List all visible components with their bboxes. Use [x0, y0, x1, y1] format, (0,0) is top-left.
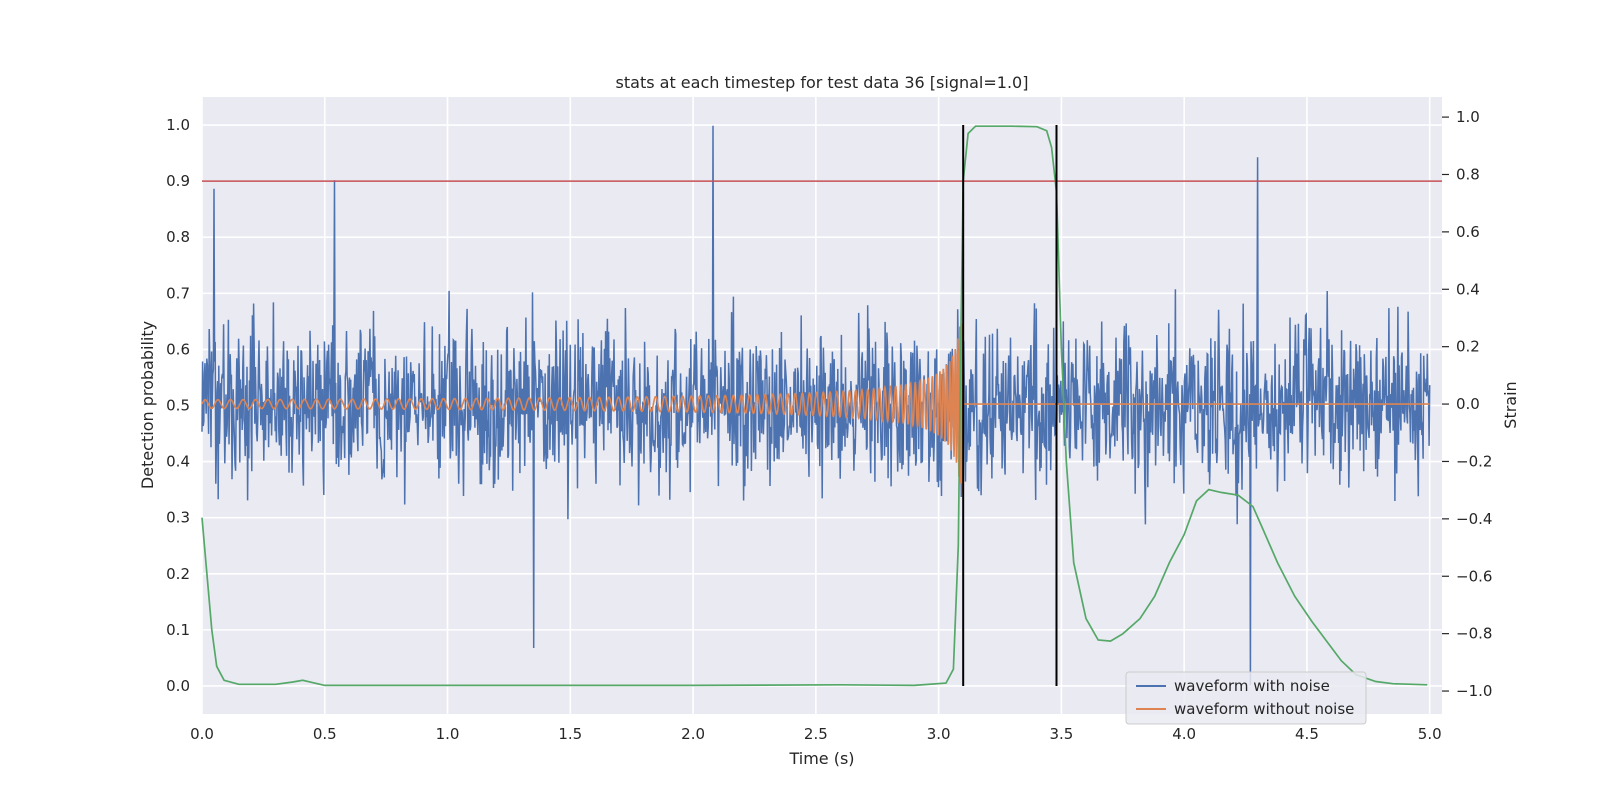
y-left-tick-label-8: 0.8 — [166, 228, 190, 246]
y-left-tick-label-5: 0.5 — [166, 397, 190, 415]
y-right-tick-label-3: −0.4 — [1456, 510, 1492, 528]
x-tick-label-4: 2.0 — [681, 725, 705, 743]
x-tick-label-2: 1.0 — [436, 725, 460, 743]
y-left-tick-label-6: 0.6 — [166, 340, 190, 358]
y-right-tick-label-5: 0.0 — [1456, 395, 1480, 413]
x-tick-label-3: 1.5 — [558, 725, 582, 743]
y-right-tick-label-1: −0.8 — [1456, 625, 1492, 643]
y-right-tick-label-10: 1.0 — [1456, 108, 1480, 126]
y-right-tick-label-8: 0.6 — [1456, 223, 1480, 241]
x-tick-label-10: 5.0 — [1418, 725, 1442, 743]
y-axis-label-left: Detection probability — [138, 321, 157, 489]
y-right-tick-label-9: 0.8 — [1456, 165, 1480, 183]
x-tick-label-7: 3.5 — [1049, 725, 1073, 743]
x-tick-label-8: 4.0 — [1172, 725, 1196, 743]
legend-label-waveform-without-noise: waveform without noise — [1174, 700, 1354, 718]
chart-title: stats at each timestep for test data 36 … — [616, 73, 1029, 92]
x-tick-label-6: 3.0 — [927, 725, 951, 743]
y-left-tick-label-4: 0.4 — [166, 453, 190, 471]
x-tick-label-1: 0.5 — [313, 725, 337, 743]
x-tick-label-0: 0.0 — [190, 725, 214, 743]
y-left-tick-label-10: 1.0 — [166, 116, 190, 134]
legend: waveform with noise waveform without noi… — [1125, 671, 1367, 725]
x-tick-label-5: 2.5 — [804, 725, 828, 743]
legend-label-waveform-with-noise: waveform with noise — [1174, 677, 1330, 695]
x-axis-label: Time (s) — [788, 749, 854, 768]
y-right-tick-label-0: −1.0 — [1456, 682, 1492, 700]
y-left-tick-label-2: 0.2 — [166, 565, 190, 583]
y-right-tick-label-4: −0.2 — [1456, 452, 1492, 470]
y-left-tick-label-7: 0.7 — [166, 284, 190, 302]
y-right-tick-label-7: 0.4 — [1456, 280, 1480, 298]
x-tick-label-9: 4.5 — [1295, 725, 1319, 743]
y-left-tick-label-0: 0.0 — [166, 677, 190, 695]
series-waveform-without-noise — [201, 323, 1430, 494]
y-left-tick-label-1: 0.1 — [166, 621, 190, 639]
y-right-tick-label-6: 0.2 — [1456, 338, 1480, 356]
y-right-tick-label-2: −0.6 — [1456, 567, 1492, 585]
y-axis-label-right: Strain — [1501, 381, 1520, 428]
markers-layer — [202, 125, 1442, 686]
legend-box — [1125, 671, 1367, 725]
series-waveform-with-noise — [201, 125, 1431, 686]
axes-layer: 0.0 0.5 1.0 1.5 2.0 2.5 3.0 3.5 4.0 4.5 5.0 0.0 0.1 0… — [166, 108, 1492, 743]
y-left-tick-label-9: 0.9 — [166, 172, 190, 190]
y-left-tick-label-3: 0.3 — [166, 509, 190, 527]
